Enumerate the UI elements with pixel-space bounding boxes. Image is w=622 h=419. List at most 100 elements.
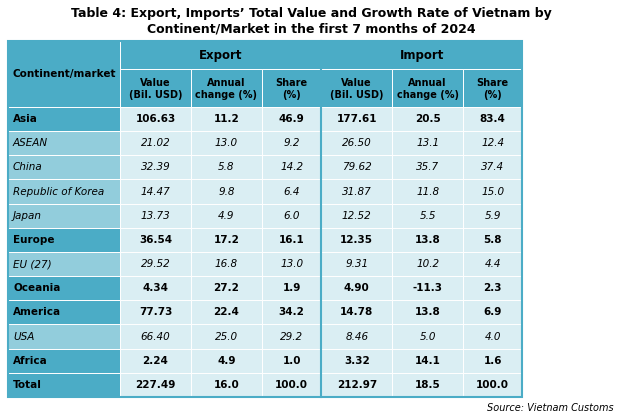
Bar: [120, 179, 191, 204]
Bar: [120, 155, 191, 179]
Bar: [191, 276, 262, 300]
Bar: [191, 204, 262, 228]
Text: 13.8: 13.8: [415, 308, 440, 318]
Text: Share: Share: [476, 78, 509, 88]
Bar: [322, 373, 392, 397]
Bar: [463, 324, 522, 349]
Bar: [8, 228, 120, 252]
Text: 14.2: 14.2: [280, 163, 303, 172]
Bar: [392, 373, 463, 397]
Text: Import: Import: [400, 49, 444, 62]
Text: 12.35: 12.35: [340, 235, 373, 245]
Bar: [8, 131, 120, 155]
Text: 5.8: 5.8: [483, 235, 502, 245]
Text: Source: Vietnam Customs: Source: Vietnam Customs: [488, 403, 614, 413]
Text: 4.9: 4.9: [218, 211, 234, 221]
Bar: [392, 107, 463, 131]
Bar: [8, 41, 120, 107]
Text: Table 4: Export, Imports’ Total Value and Growth Rate of Vietnam by: Table 4: Export, Imports’ Total Value an…: [71, 8, 551, 21]
Text: change (%): change (%): [397, 90, 458, 100]
Bar: [262, 324, 322, 349]
Bar: [8, 252, 120, 276]
Bar: [322, 228, 392, 252]
Text: 4.4: 4.4: [485, 259, 501, 269]
Text: Share: Share: [276, 78, 308, 88]
Text: 29.2: 29.2: [280, 331, 303, 341]
Bar: [120, 300, 191, 324]
Text: change (%): change (%): [195, 90, 258, 100]
Text: 5.8: 5.8: [218, 163, 234, 172]
Bar: [191, 107, 262, 131]
Text: 6.9: 6.9: [484, 308, 502, 318]
Bar: [392, 252, 463, 276]
Bar: [262, 373, 322, 397]
Text: 11.8: 11.8: [416, 186, 439, 197]
Text: 26.50: 26.50: [342, 138, 371, 148]
Bar: [463, 276, 522, 300]
Bar: [262, 179, 322, 204]
Bar: [8, 107, 120, 131]
Text: 177.61: 177.61: [337, 114, 377, 124]
Bar: [191, 179, 262, 204]
Text: 8.46: 8.46: [345, 331, 368, 341]
Bar: [8, 41, 522, 397]
Text: 16.1: 16.1: [279, 235, 305, 245]
Bar: [322, 204, 392, 228]
Text: Annual: Annual: [409, 78, 447, 88]
Text: Export: Export: [199, 49, 243, 62]
Text: 100.0: 100.0: [275, 380, 308, 390]
Text: 227.49: 227.49: [136, 380, 176, 390]
Text: 46.9: 46.9: [279, 114, 305, 124]
Bar: [392, 228, 463, 252]
Text: 15.0: 15.0: [481, 186, 504, 197]
Text: 17.2: 17.2: [213, 235, 239, 245]
Bar: [463, 107, 522, 131]
Text: USA: USA: [13, 331, 34, 341]
Bar: [191, 131, 262, 155]
Text: 1.0: 1.0: [282, 356, 301, 366]
Bar: [262, 349, 322, 373]
Text: China: China: [13, 163, 43, 172]
Bar: [322, 276, 392, 300]
Bar: [8, 276, 120, 300]
Text: 100.0: 100.0: [476, 380, 509, 390]
Bar: [191, 155, 262, 179]
Bar: [262, 131, 322, 155]
Text: 16.0: 16.0: [213, 380, 239, 390]
Bar: [120, 228, 191, 252]
Bar: [322, 41, 522, 69]
Text: 32.39: 32.39: [141, 163, 170, 172]
Bar: [8, 179, 120, 204]
Text: 83.4: 83.4: [480, 114, 506, 124]
Bar: [120, 131, 191, 155]
Bar: [463, 228, 522, 252]
Text: (Bil. USD): (Bil. USD): [330, 90, 384, 100]
Bar: [322, 349, 392, 373]
Text: 27.2: 27.2: [213, 283, 239, 293]
Text: 34.2: 34.2: [279, 308, 305, 318]
Text: 1.9: 1.9: [282, 283, 301, 293]
Bar: [8, 204, 120, 228]
Text: 2.3: 2.3: [483, 283, 502, 293]
Text: 16.8: 16.8: [215, 259, 238, 269]
Text: 2.24: 2.24: [142, 356, 169, 366]
Text: 4.0: 4.0: [485, 331, 501, 341]
Bar: [262, 252, 322, 276]
Text: 66.40: 66.40: [141, 331, 170, 341]
Bar: [322, 69, 392, 107]
Bar: [120, 276, 191, 300]
Bar: [8, 300, 120, 324]
Text: 10.2: 10.2: [416, 259, 439, 269]
Text: ASEAN: ASEAN: [13, 138, 48, 148]
Bar: [463, 349, 522, 373]
Text: Value: Value: [341, 78, 372, 88]
Text: 106.63: 106.63: [136, 114, 175, 124]
Bar: [463, 252, 522, 276]
Bar: [262, 300, 322, 324]
Text: -11.3: -11.3: [412, 283, 443, 293]
Text: 25.0: 25.0: [215, 331, 238, 341]
Text: 11.2: 11.2: [213, 114, 239, 124]
Text: 37.4: 37.4: [481, 163, 504, 172]
Text: 22.4: 22.4: [213, 308, 239, 318]
Bar: [191, 69, 262, 107]
